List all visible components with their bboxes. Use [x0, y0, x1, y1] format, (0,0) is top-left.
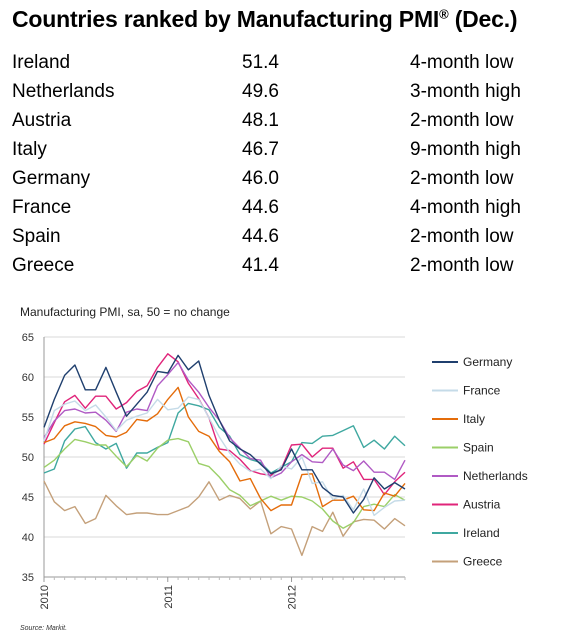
ranking-row: Germany 46.0 2-month low — [12, 164, 557, 193]
series-line-italy — [43, 386, 406, 512]
pmi-value: 41.4 — [242, 255, 279, 276]
country-name: Austria — [12, 110, 72, 131]
page-title: Countries ranked by Manufacturing PMI® (… — [12, 6, 518, 32]
x-tick-label: 2011 — [163, 585, 175, 609]
pmi-value: 51.4 — [242, 52, 279, 73]
pmi-value: 48.1 — [242, 110, 279, 131]
y-tick-label: 45 — [22, 492, 34, 504]
legend: Germany France Italy Spain Netherlands Austri… — [432, 355, 528, 569]
gridlines — [44, 336, 405, 578]
ranking-row: Italy 46.7 9-month high — [12, 135, 557, 164]
country-name: Italy — [12, 139, 47, 160]
legend-label: Ireland — [463, 526, 500, 540]
chart-title: Manufacturing PMI, sa, 50 = no change — [20, 305, 230, 319]
source-note: Source: Markit. — [20, 625, 68, 632]
pmi-value: 49.6 — [242, 81, 279, 102]
y-tick-label: 60 — [22, 372, 34, 384]
pmi-status: 2-month low — [410, 110, 514, 131]
country-name: Netherlands — [12, 81, 115, 102]
pmi-line-chart: Manufacturing PMI, sa, 50 = no change 35… — [20, 305, 528, 609]
pmi-status: 4-month low — [410, 52, 514, 73]
x-axis: 2010 2011 2012 — [39, 577, 406, 609]
y-tick-label: 40 — [22, 532, 34, 544]
series-line-austria — [43, 353, 406, 496]
legend-label: Germany — [463, 355, 512, 369]
series-line-netherlands — [43, 361, 406, 481]
x-tick-label: 2010 — [39, 585, 51, 609]
series-line-spain — [43, 437, 406, 529]
country-name: France — [12, 197, 72, 218]
pmi-status: 3-month high — [410, 81, 521, 102]
pmi-value: 44.6 — [242, 226, 279, 247]
pmi-status: 2-month low — [410, 226, 514, 247]
x-tick-label: 2012 — [287, 585, 299, 609]
legend-label: Italy — [463, 412, 485, 426]
country-name: Ireland — [12, 52, 71, 73]
y-tick-label: 35 — [22, 572, 34, 584]
ranking-row: France 44.6 4-month high — [12, 193, 557, 222]
pmi-status: 9-month high — [410, 139, 521, 160]
y-tick-label: 55 — [22, 412, 34, 424]
pmi-value: 46.0 — [242, 168, 279, 189]
pmi-status: 4-month high — [410, 197, 521, 218]
ranking-row: Austria 48.1 2-month low — [12, 106, 557, 135]
country-name: Greece — [12, 255, 75, 276]
y-tick-label: 50 — [22, 452, 34, 464]
pmi-value: 44.6 — [242, 197, 279, 218]
y-axis: 35 40 45 50 55 60 65 — [22, 332, 45, 584]
legend-label: Austria — [463, 498, 501, 512]
country-name: Spain — [12, 226, 61, 247]
series-line-greece — [43, 480, 406, 557]
legend-label: France — [463, 384, 501, 398]
legend-label: Netherlands — [463, 469, 528, 483]
y-tick-label: 65 — [22, 332, 34, 344]
legend-label: Spain — [463, 441, 494, 455]
ranking-row: Netherlands 49.6 3-month high — [12, 77, 557, 106]
ranking-row: Spain 44.6 2-month low — [12, 222, 557, 251]
pmi-status: 2-month low — [410, 255, 514, 276]
series-line-germany — [43, 354, 406, 514]
ranking-table: Ireland 51.4 4-month low Netherlands 49.… — [12, 48, 557, 280]
country-name: Germany — [12, 168, 91, 189]
series-line-france — [43, 396, 406, 517]
ranking-row: Greece 41.4 2-month low — [12, 251, 557, 280]
legend-label: Greece — [463, 555, 503, 569]
ranking-row: Ireland 51.4 4-month low — [12, 48, 557, 77]
pmi-status: 2-month low — [410, 168, 514, 189]
pmi-value: 46.7 — [242, 139, 279, 160]
series-lines — [43, 353, 406, 557]
